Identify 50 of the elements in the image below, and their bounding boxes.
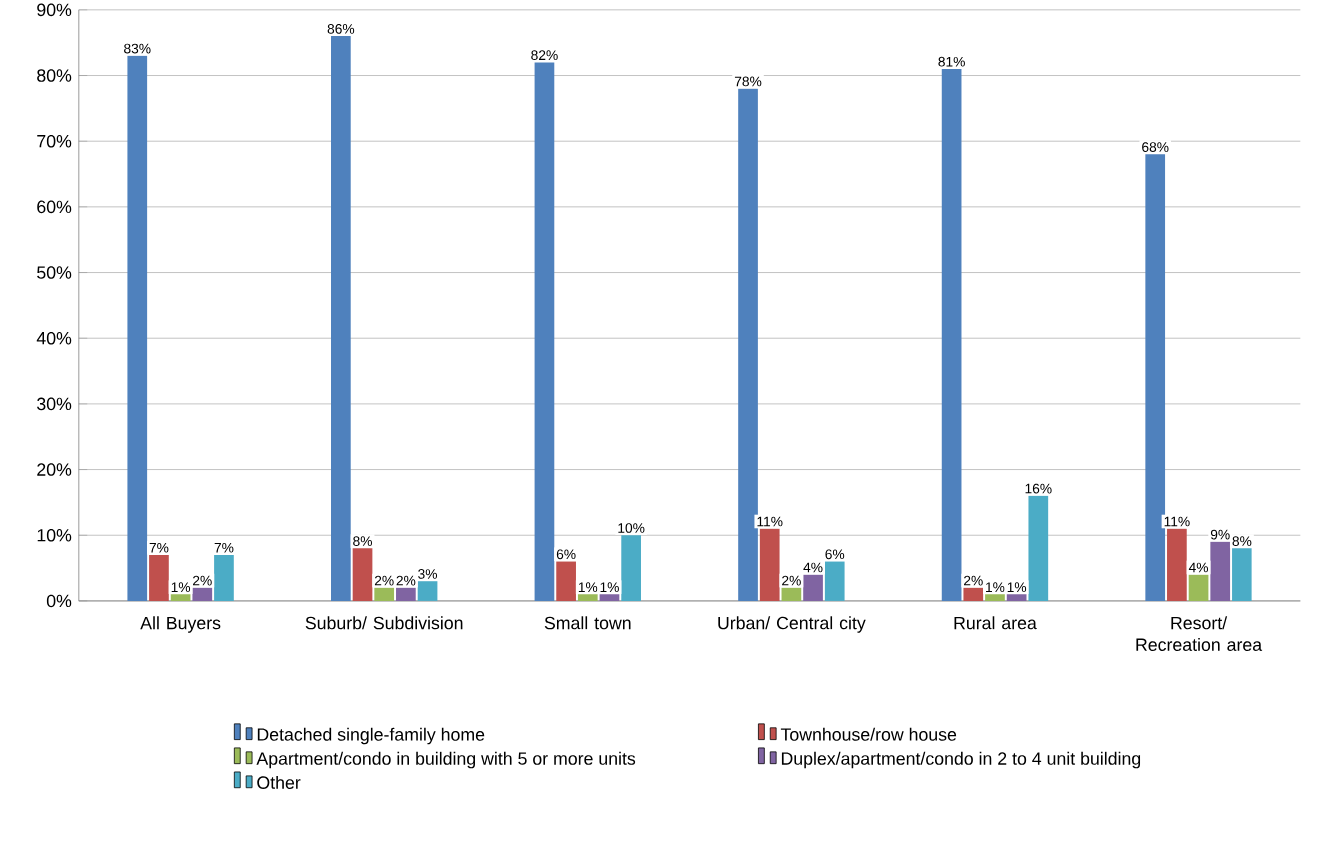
bar	[417, 581, 438, 602]
y-tick-label: 80%	[37, 69, 72, 83]
y-tick-label: 20%	[37, 463, 72, 477]
bar	[556, 561, 576, 602]
x-tick-label: Rural area	[954, 616, 1037, 630]
bar	[192, 588, 213, 602]
y-tick-label: 40%	[36, 332, 72, 345]
x-tick-label: All Buyers	[140, 616, 221, 634]
bar	[824, 561, 845, 602]
bar	[214, 555, 234, 602]
bar	[941, 69, 962, 602]
bar	[1028, 496, 1049, 602]
bar	[577, 594, 598, 602]
bar	[352, 548, 373, 602]
bar	[127, 56, 148, 602]
y-tick-label: 0%	[46, 595, 72, 608]
x-tick-label: Small town	[544, 616, 631, 630]
x-tick-label: Resort/ Recreation area	[1136, 616, 1263, 652]
bar	[1145, 154, 1166, 602]
x-tick-label: Urban/ Central city	[718, 616, 866, 634]
bar	[149, 555, 169, 602]
y-tick-label: 30%	[37, 398, 72, 411]
bar	[803, 575, 823, 602]
legend-label: Detached single-family home	[257, 728, 485, 745]
y-tick-label: 60%	[37, 201, 72, 214]
bar	[963, 588, 984, 602]
bar	[1210, 542, 1231, 602]
legend-label: Townhouse/row house	[780, 728, 957, 742]
legend-label: Apartment/condo in building with 5 or more units	[256, 752, 636, 769]
bar	[621, 535, 641, 602]
legend-label: Other	[257, 776, 301, 790]
bar	[781, 588, 802, 602]
legend-label: Duplex/apartment/condo in 2 to 4 unit building	[781, 752, 1141, 769]
bar	[534, 62, 555, 602]
bar	[599, 594, 620, 602]
bar	[1167, 529, 1187, 602]
bar	[1006, 594, 1027, 602]
bar	[331, 36, 351, 602]
bar	[170, 594, 191, 602]
y-tick-label: 50%	[37, 266, 72, 280]
y-tick-label: 70%	[37, 135, 72, 148]
bar	[985, 594, 1005, 602]
bar	[759, 529, 780, 602]
y-tick-label: 90%	[37, 4, 72, 17]
y-tick-label: 10%	[37, 529, 72, 542]
bar	[738, 89, 758, 602]
bar	[1232, 548, 1252, 602]
bar	[1188, 575, 1209, 602]
bar	[374, 588, 395, 602]
x-tick-label: Suburb/ Subdivision	[305, 616, 463, 630]
